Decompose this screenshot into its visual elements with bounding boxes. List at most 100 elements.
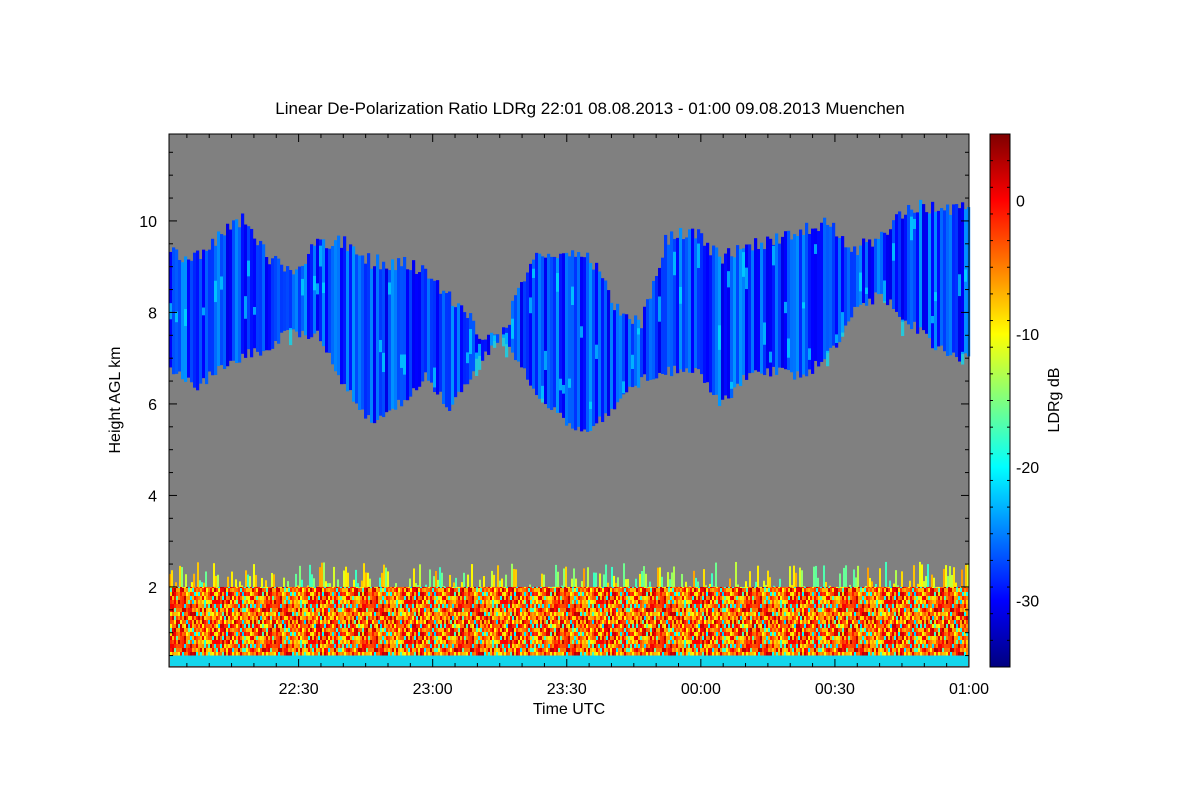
cirrus-column — [913, 212, 917, 322]
cirrus-column — [604, 280, 608, 414]
cirrus-column — [646, 299, 650, 381]
boundary-layer-top-noise — [379, 577, 381, 587]
cirrus-column — [280, 264, 284, 333]
cirrus-column — [709, 255, 713, 393]
cirrus-column — [892, 220, 896, 309]
boundary-layer-top-noise — [565, 566, 567, 587]
cirrus-column — [661, 257, 665, 374]
boundary-layer-top-noise — [763, 580, 765, 587]
cirrus-column — [868, 239, 872, 299]
cirrus-streak — [184, 309, 188, 327]
cirrus-column — [292, 274, 296, 330]
cirrus-column — [457, 303, 461, 392]
y-tick-label: 8 — [148, 305, 157, 322]
boundary-layer-top-noise — [729, 578, 731, 587]
cirrus-column — [259, 240, 263, 356]
boundary-layer-top-noise — [395, 583, 397, 587]
cirrus-streak — [769, 351, 773, 363]
cirrus-column — [886, 234, 890, 306]
boundary-layer-top-noise — [735, 561, 737, 587]
cirrus-streak — [247, 260, 251, 277]
cirrus-streak — [622, 381, 626, 394]
cirrus-column — [727, 248, 731, 399]
cirrus-column — [634, 315, 638, 386]
cirrus-streak — [379, 339, 383, 353]
boundary-layer-top-noise — [287, 581, 289, 587]
boundary-layer-top-noise — [355, 569, 357, 587]
cirrus-column — [373, 266, 377, 424]
cirrus-column — [610, 302, 614, 409]
boundary-layer-top-noise — [869, 577, 871, 587]
boundary-layer-top-noise — [967, 563, 969, 587]
boundary-layer-top-noise — [479, 579, 481, 587]
boundary-layer-top-noise — [529, 584, 531, 587]
cirrus-column — [190, 260, 194, 383]
cirrus-streak — [562, 384, 566, 394]
cirrus-streak — [220, 276, 224, 290]
cirrus-column — [490, 332, 494, 346]
boundary-layer-top-noise — [483, 576, 485, 587]
y-tick-label: 10 — [139, 214, 157, 231]
boundary-layer-top-noise — [541, 573, 543, 587]
cirrus-column — [523, 281, 527, 369]
cirrus-streak — [319, 245, 323, 267]
cirrus-column — [622, 313, 626, 395]
cirrus-column — [481, 339, 485, 361]
boundary-layer-top-noise — [681, 573, 683, 587]
cirrus-column — [349, 244, 353, 391]
boundary-layer-top-noise — [409, 578, 411, 587]
boundary-layer-top-noise — [227, 576, 229, 587]
cirrus-column — [436, 280, 440, 395]
cirrus-column — [283, 271, 287, 331]
boundary-layer-top-noise — [385, 567, 387, 587]
cirrus-column — [685, 237, 689, 369]
cirrus-streak — [559, 378, 563, 391]
cirrus-column — [463, 312, 467, 385]
cirrus-column — [187, 259, 191, 378]
cirrus-column — [664, 234, 668, 375]
cirrus-column — [769, 238, 773, 377]
boundary-layer-top-noise — [171, 570, 173, 587]
x-axis-label: Time UTC — [533, 701, 605, 718]
boundary-layer-top-noise — [713, 586, 715, 587]
boundary-layer-top-noise — [607, 582, 609, 587]
boundary-layer-top-noise — [667, 572, 669, 587]
cirrus-column — [676, 237, 680, 374]
boundary-layer-top-noise — [593, 572, 595, 587]
boundary-layer-top-noise — [415, 583, 417, 587]
cirrus-column — [637, 319, 641, 388]
cirrus-cloud-region — [169, 199, 971, 432]
boundary-layer-top-noise — [419, 564, 421, 587]
boundary-layer-top-noise — [491, 570, 493, 587]
cirrus-column — [616, 303, 620, 403]
y-tick-label: 6 — [148, 397, 157, 414]
cirrus-streak — [763, 322, 767, 345]
cirrus-streak — [253, 307, 257, 315]
cirrus-column — [403, 256, 407, 401]
cirrus-streak — [772, 245, 776, 266]
cirrus-column — [235, 219, 239, 364]
boundary-layer-top-noise — [965, 564, 967, 587]
boundary-layer-top-noise — [205, 571, 207, 587]
cirrus-column — [361, 255, 365, 410]
boundary-layer-top-noise — [843, 567, 845, 587]
boundary-layer-top-noise — [925, 576, 927, 587]
cirrus-column — [745, 244, 749, 380]
cirrus-column — [889, 229, 893, 300]
boundary-layer-top-noise — [643, 566, 645, 587]
boundary-layer-top-noise — [587, 567, 589, 587]
cirrus-column — [319, 239, 323, 342]
cirrus-column — [814, 228, 818, 361]
boundary-layer-top-noise — [933, 577, 935, 587]
cirrus-streak — [529, 297, 533, 314]
boundary-layer-top-noise — [737, 584, 739, 587]
cirrus-column — [346, 251, 350, 392]
boundary-layer-top-noise — [381, 572, 383, 587]
cirrus-column — [793, 234, 797, 380]
cirrus-column — [424, 268, 428, 373]
boundary-layer-top-noise — [769, 577, 771, 587]
cirrus-column — [355, 254, 359, 404]
cirrus-streak — [961, 351, 965, 365]
cirrus-column — [397, 258, 401, 400]
cirrus-column — [847, 247, 851, 322]
